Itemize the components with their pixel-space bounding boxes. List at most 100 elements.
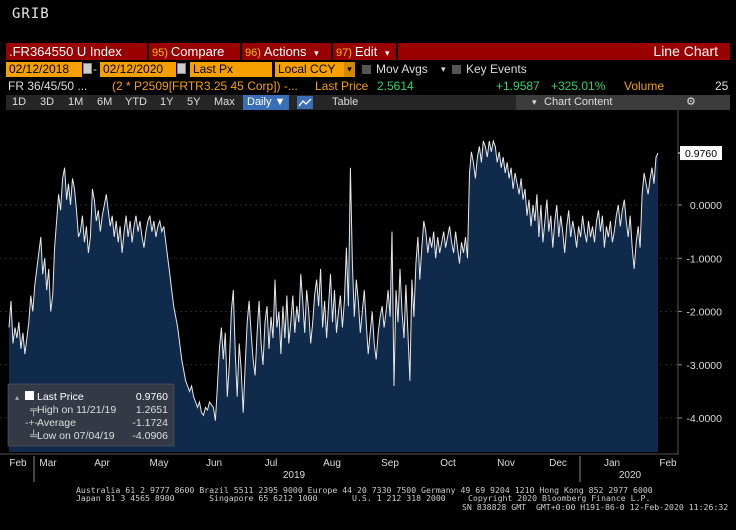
change-value: +1.9587 xyxy=(496,79,540,93)
legend-low-value: -4.0906 xyxy=(132,430,168,442)
tab-max[interactable]: Max xyxy=(214,96,235,108)
end-date-field[interactable]: 02/12/2020 xyxy=(100,62,176,77)
edit-number: 97) xyxy=(336,47,352,59)
calendar-icon[interactable] xyxy=(83,63,92,74)
table-button[interactable]: Table xyxy=(332,96,359,108)
mov-avgs-checkbox[interactable] xyxy=(362,65,371,74)
footer-line-2a: Japan 81 3 4565 8900 Singapore 65 6212 1… xyxy=(76,493,446,503)
x-tick-label: Oct xyxy=(440,458,456,469)
chart-content-button[interactable]: Chart Content xyxy=(544,96,613,108)
high-marker-icon: ╤ xyxy=(29,404,38,417)
last-value-tag: 0.9760 xyxy=(680,146,722,161)
x-tick-label: Jan xyxy=(604,458,620,469)
edit-label: Edit xyxy=(354,44,378,59)
instrument-name: FR 36/45/50 ... xyxy=(8,79,88,93)
x-tick-label: May xyxy=(150,458,169,469)
year-label: 2019 xyxy=(283,470,306,481)
chevron-down-icon: ▾ xyxy=(384,48,390,58)
legend-collapse-icon[interactable]: ▴ xyxy=(15,393,19,402)
tab-1y[interactable]: 1Y xyxy=(160,96,174,108)
footer-line-1: Australia 61 2 9777 8600 Brazil 5511 239… xyxy=(76,485,653,495)
tab-1d[interactable]: 1D xyxy=(12,96,27,108)
low-marker-icon: ╧ xyxy=(29,429,38,442)
x-tick-label: Aug xyxy=(323,458,341,469)
tab-5y[interactable]: 5Y xyxy=(187,96,201,108)
legend-high-value: 1.2651 xyxy=(136,404,168,416)
toolbar-divider xyxy=(240,43,242,60)
currency-selector[interactable]: Local CCY xyxy=(275,62,347,77)
actions-button[interactable]: 96) Actions ▾ xyxy=(245,43,319,60)
toolbar-divider xyxy=(331,43,333,60)
x-tick-label: Jul xyxy=(265,458,278,469)
legend-last-value: 0.9760 xyxy=(136,391,168,403)
gear-icon[interactable]: ⚙ xyxy=(686,96,696,108)
frequency-dropdown[interactable]: Daily ▼ xyxy=(243,95,290,110)
price-area xyxy=(9,141,658,452)
legend-swatch xyxy=(25,391,34,400)
legend-low-label: Low on 07/04/19 xyxy=(37,430,115,442)
tab-3d[interactable]: 3D xyxy=(40,96,55,108)
y-tick-label: -3.0000 xyxy=(686,360,722,372)
volume-label: Volume xyxy=(624,79,665,93)
key-events-checkbox[interactable] xyxy=(452,65,461,74)
tab-ytd[interactable]: YTD xyxy=(125,96,147,108)
legend-average-value: -1.1724 xyxy=(132,417,168,429)
chevron-down-icon[interactable]: ▾ xyxy=(532,97,537,107)
instrument-formula: (2 * P2509[FRTR3.25 45 Corp]) -... xyxy=(112,79,298,93)
tab-6m[interactable]: 6M xyxy=(97,96,113,108)
volume-value: 25 xyxy=(715,79,729,93)
change-percent: +325.01% xyxy=(551,79,606,93)
y-axis: 0.0000 -1.0000 -2.0000 -3.0000 -4.0000 xyxy=(677,110,722,455)
y-tick-label: 0.0000 xyxy=(690,200,722,212)
toolbar-divider xyxy=(147,43,149,60)
security-name[interactable]: .FR364550 U Index xyxy=(9,44,122,59)
x-tick-label: Nov xyxy=(497,458,515,469)
year-label: 2020 xyxy=(619,470,642,481)
y-tick-label: -1.0000 xyxy=(686,253,722,265)
chart-content-bar: ▾ Chart Content ⚙ xyxy=(516,95,730,110)
toolbar-divider xyxy=(396,43,398,60)
last-price-value: 2.5614 xyxy=(377,79,414,93)
controls-row: 02/12/2018 - 02/12/2020 Last Px Local CC… xyxy=(6,62,730,78)
y-tick-label: -4.0000 xyxy=(686,413,722,425)
last-price-label: Last Price xyxy=(315,79,369,93)
footer-line-2b: Copyright 2020 Bloomberg Finance L.P. xyxy=(468,493,651,503)
start-date-field[interactable]: 02/12/2018 xyxy=(6,62,82,77)
main-toolbar: .FR364550 U Index 95) Compare 96) Actions … xyxy=(6,43,730,60)
date-separator: - xyxy=(93,62,97,76)
legend-average-label: Average xyxy=(37,417,76,429)
x-axis: Feb Mar Apr May Jun Jul Aug Sep Oct Nov Dec Jan Feb 2… xyxy=(0,453,678,482)
currency-dropdown-icon[interactable]: ▾ xyxy=(344,62,355,77)
range-toolbar: 1D 3D 1M 6M YTD 1Y 5Y Max Daily ▼ Table … xyxy=(6,95,730,110)
line-chart-icon[interactable] xyxy=(297,96,313,109)
tab-1m[interactable]: 1M xyxy=(68,96,84,108)
compare-label: Compare xyxy=(170,44,225,59)
ticker-label: GRIB xyxy=(12,6,50,22)
x-tick-label: Sep xyxy=(381,458,399,469)
legend-high-label: High on 11/21/19 xyxy=(37,404,116,416)
key-events-label: Key Events xyxy=(466,62,527,76)
calendar-icon[interactable] xyxy=(177,63,186,74)
mov-avgs-label: Mov Avgs xyxy=(376,62,428,76)
footer-line-3: SN 838828 GMT GMT+0:00 H191-86-0 12-Feb-… xyxy=(462,502,729,512)
info-line: FR 36/45/50 ... (2 * P2509[FRTR3.25 45 C… xyxy=(6,79,730,94)
edit-button[interactable]: 97) Edit ▾ xyxy=(336,43,389,60)
legend-box: Last Price 0.9760 ╤ High on 11/21/19 1.2… xyxy=(7,383,175,447)
x-tick-label: Feb xyxy=(9,458,27,469)
last-value-label: 0.9760 xyxy=(685,148,717,160)
legend-last-label: Last Price xyxy=(37,391,84,403)
price-line xyxy=(8,139,659,421)
field-selector[interactable]: Last Px xyxy=(190,62,272,77)
actions-label: Actions xyxy=(263,44,307,59)
compare-number: 95) xyxy=(152,47,168,59)
actions-number: 96) xyxy=(245,47,261,59)
x-tick-label: Mar xyxy=(39,458,57,469)
chevron-down-icon[interactable]: ▾ xyxy=(441,64,446,74)
compare-button[interactable]: 95) Compare xyxy=(152,43,224,60)
x-tick-label: Apr xyxy=(94,458,110,469)
average-marker-icon: -+- xyxy=(25,417,39,429)
x-tick-label: Dec xyxy=(549,458,567,469)
price-chart: 0.0000 -1.0000 -2.0000 -3.0000 -4.0000 Feb Ma… xyxy=(0,110,722,482)
chart-type-title: Line Chart xyxy=(653,43,718,59)
x-tick-label: Feb xyxy=(659,458,677,469)
